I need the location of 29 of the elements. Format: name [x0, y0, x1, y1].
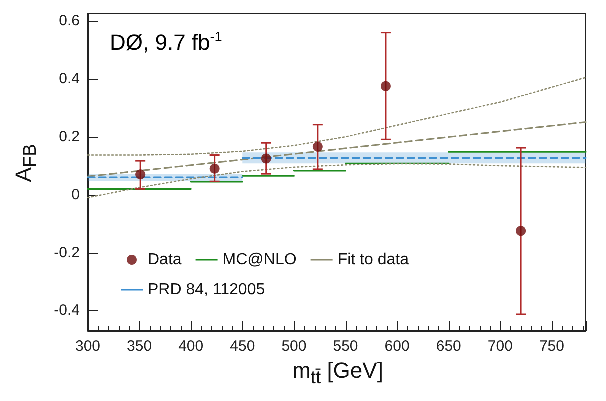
legend-label: MC@NLO	[222, 252, 297, 268]
point	[136, 170, 146, 180]
y-tick-label: 0.6	[59, 12, 80, 30]
x-tick-label: 400	[178, 338, 204, 355]
y-tick-label: -0.2	[54, 244, 80, 262]
x-tick-label: 450	[230, 338, 256, 355]
x-tick-label: 500	[282, 338, 307, 355]
x-tick-label: 350	[127, 338, 152, 355]
point	[380, 81, 391, 92]
x-tick-label: 300	[75, 338, 101, 355]
y-tick-label: 0	[72, 186, 80, 204]
y-tick-label: -0.4	[54, 302, 80, 320]
y-tick-label: 0.4	[59, 70, 80, 88]
point	[210, 164, 220, 174]
point	[261, 154, 272, 164]
point	[312, 142, 323, 152]
y-tick-label: 0.2	[59, 128, 80, 146]
legend-label: PRD 84, 112005	[148, 282, 266, 298]
line-series	[87, 77, 587, 156]
legend-label: Data	[148, 252, 182, 268]
x-axis-title: m$_{tt̄}$ [GeV]	[292, 358, 384, 388]
x-tick-label: 750	[539, 338, 564, 355]
x-tick-label: 650	[436, 338, 462, 355]
legend-label: Fit to data	[338, 252, 410, 268]
line-series	[87, 163, 587, 198]
x-tick-label: 550	[333, 338, 358, 355]
x-tick-label: 700	[488, 338, 513, 355]
point	[516, 226, 526, 236]
x-tick-label: 600	[384, 338, 410, 355]
